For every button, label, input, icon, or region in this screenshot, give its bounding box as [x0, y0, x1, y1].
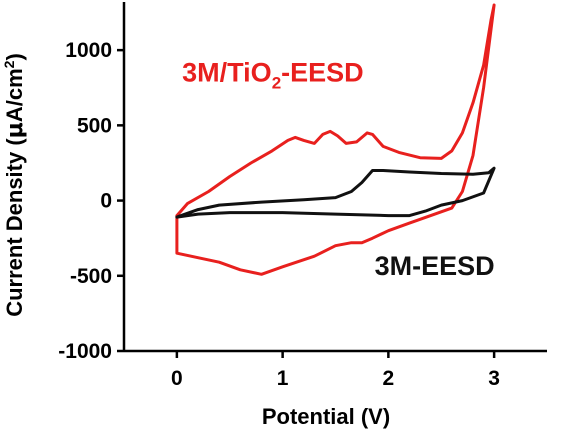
- y-axis-title: Current Density (μA/cm2): [1, 53, 28, 317]
- series-label-tail: -EESD: [281, 58, 364, 88]
- x-tick-label: 3: [488, 367, 500, 390]
- y-axis-title-unit: A/cm: [2, 68, 27, 122]
- x-tick-label: 0: [171, 367, 183, 390]
- series-line-2: [175, 166, 496, 219]
- x-axis-title: Potential (V): [262, 404, 390, 429]
- series-label-1: 3M/TiO2-EESD: [182, 58, 364, 93]
- series-layer: [175, 3, 496, 276]
- series-labels: 3M/TiO2-EESD 3M-EESD: [182, 58, 494, 281]
- x-tick-label: 2: [383, 367, 395, 390]
- series-label-main: 3M-EESD: [375, 251, 495, 281]
- y-tick-label: -500: [70, 265, 112, 288]
- x-tick-label: 1: [277, 367, 289, 390]
- series-label-2: 3M-EESD: [375, 251, 495, 281]
- y-tick-label: 500: [77, 114, 112, 137]
- y-axis-title-close: ): [2, 53, 27, 60]
- y-axis-title-main: Current Density (: [2, 138, 27, 317]
- x-ticks: 0 1 2 3: [171, 351, 500, 390]
- series-label-subscript: 2: [272, 74, 281, 93]
- series-line-1: [175, 3, 496, 276]
- axes: [122, 2, 547, 353]
- y-ticks: -1000 -500 0 500 1000: [58, 39, 124, 363]
- y-tick-label: -1000: [58, 340, 112, 363]
- y-tick-label: 1000: [65, 39, 112, 62]
- y-axis-title-superscript: 2: [1, 60, 17, 68]
- series-label-main: 3M/TiO: [182, 58, 272, 88]
- y-axis-title-mu: μ: [3, 122, 28, 138]
- y-tick-label: 0: [100, 190, 112, 213]
